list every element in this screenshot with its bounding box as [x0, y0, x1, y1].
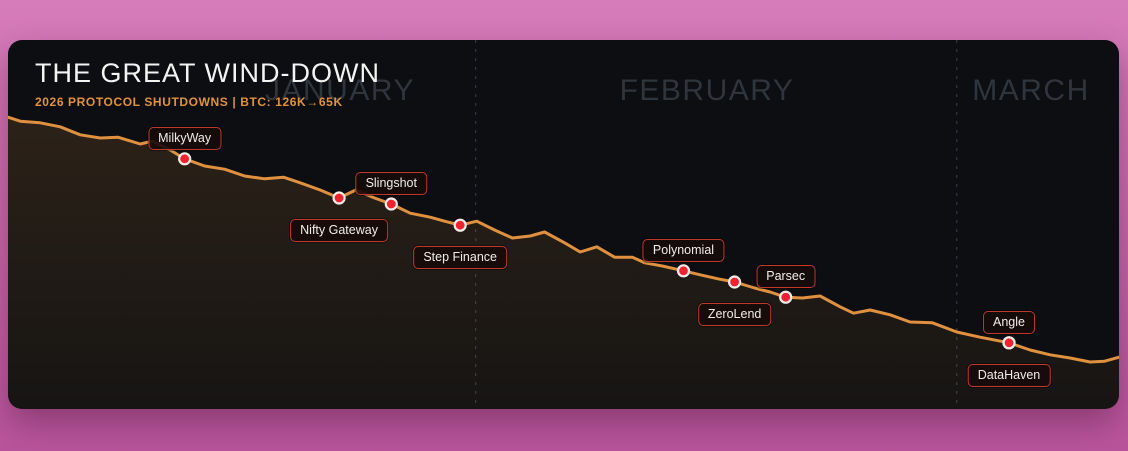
shutdown-marker-step-finance [453, 218, 467, 232]
shutdown-label-zerolend: ZeroLend [697, 303, 772, 326]
shutdown-marker-polynomial [676, 264, 691, 278]
chart-subtitle: 2026 PROTOCOL SHUTDOWNS | BTC: 126K→65K [35, 95, 343, 109]
shutdown-marker-parsec [779, 290, 793, 304]
chart-panel: JANUARY FEBRUARY MARCH THE GREAT WIND-DO… [8, 40, 1119, 409]
shutdown-label-polynomial: Polynomial [642, 238, 725, 262]
month-label-january: JANUARY [265, 74, 415, 107]
shutdown-label-angle: Angle [983, 310, 1035, 334]
shutdown-marker-zerolend [727, 275, 742, 289]
shutdown-marker-milkyway [178, 152, 192, 166]
shutdown-marker-nifty-gateway [332, 191, 346, 205]
price-area-fill [8, 117, 1119, 409]
shutdown-label-parsec: Parsec [756, 265, 816, 289]
shutdown-label-step-finance: Step Finance [413, 246, 508, 270]
month-label-march: MARCH [972, 74, 1090, 107]
chart-header: THE GREAT WIND-DOWN 2026 PROTOCOL SHUTDO… [35, 58, 380, 109]
shutdown-label-slingshot: Slingshot [355, 172, 427, 195]
chart-title: THE GREAT WIND-DOWN [35, 58, 380, 88]
event-label-layer: MilkyWay Nifty Gateway Slingshot Step Finan… [8, 40, 1119, 409]
month-label-february: FEBRUARY [619, 74, 795, 107]
shutdown-label-milkyway: MilkyWay [148, 126, 222, 150]
shutdown-label-datahaven: DataHaven [967, 363, 1051, 387]
shutdown-marker-slingshot [384, 197, 398, 211]
shutdown-label-nifty-gateway: Nifty Gateway [290, 219, 388, 242]
btc-price-line-chart [8, 40, 1119, 409]
shutdown-marker-datahaven [1002, 336, 1016, 350]
